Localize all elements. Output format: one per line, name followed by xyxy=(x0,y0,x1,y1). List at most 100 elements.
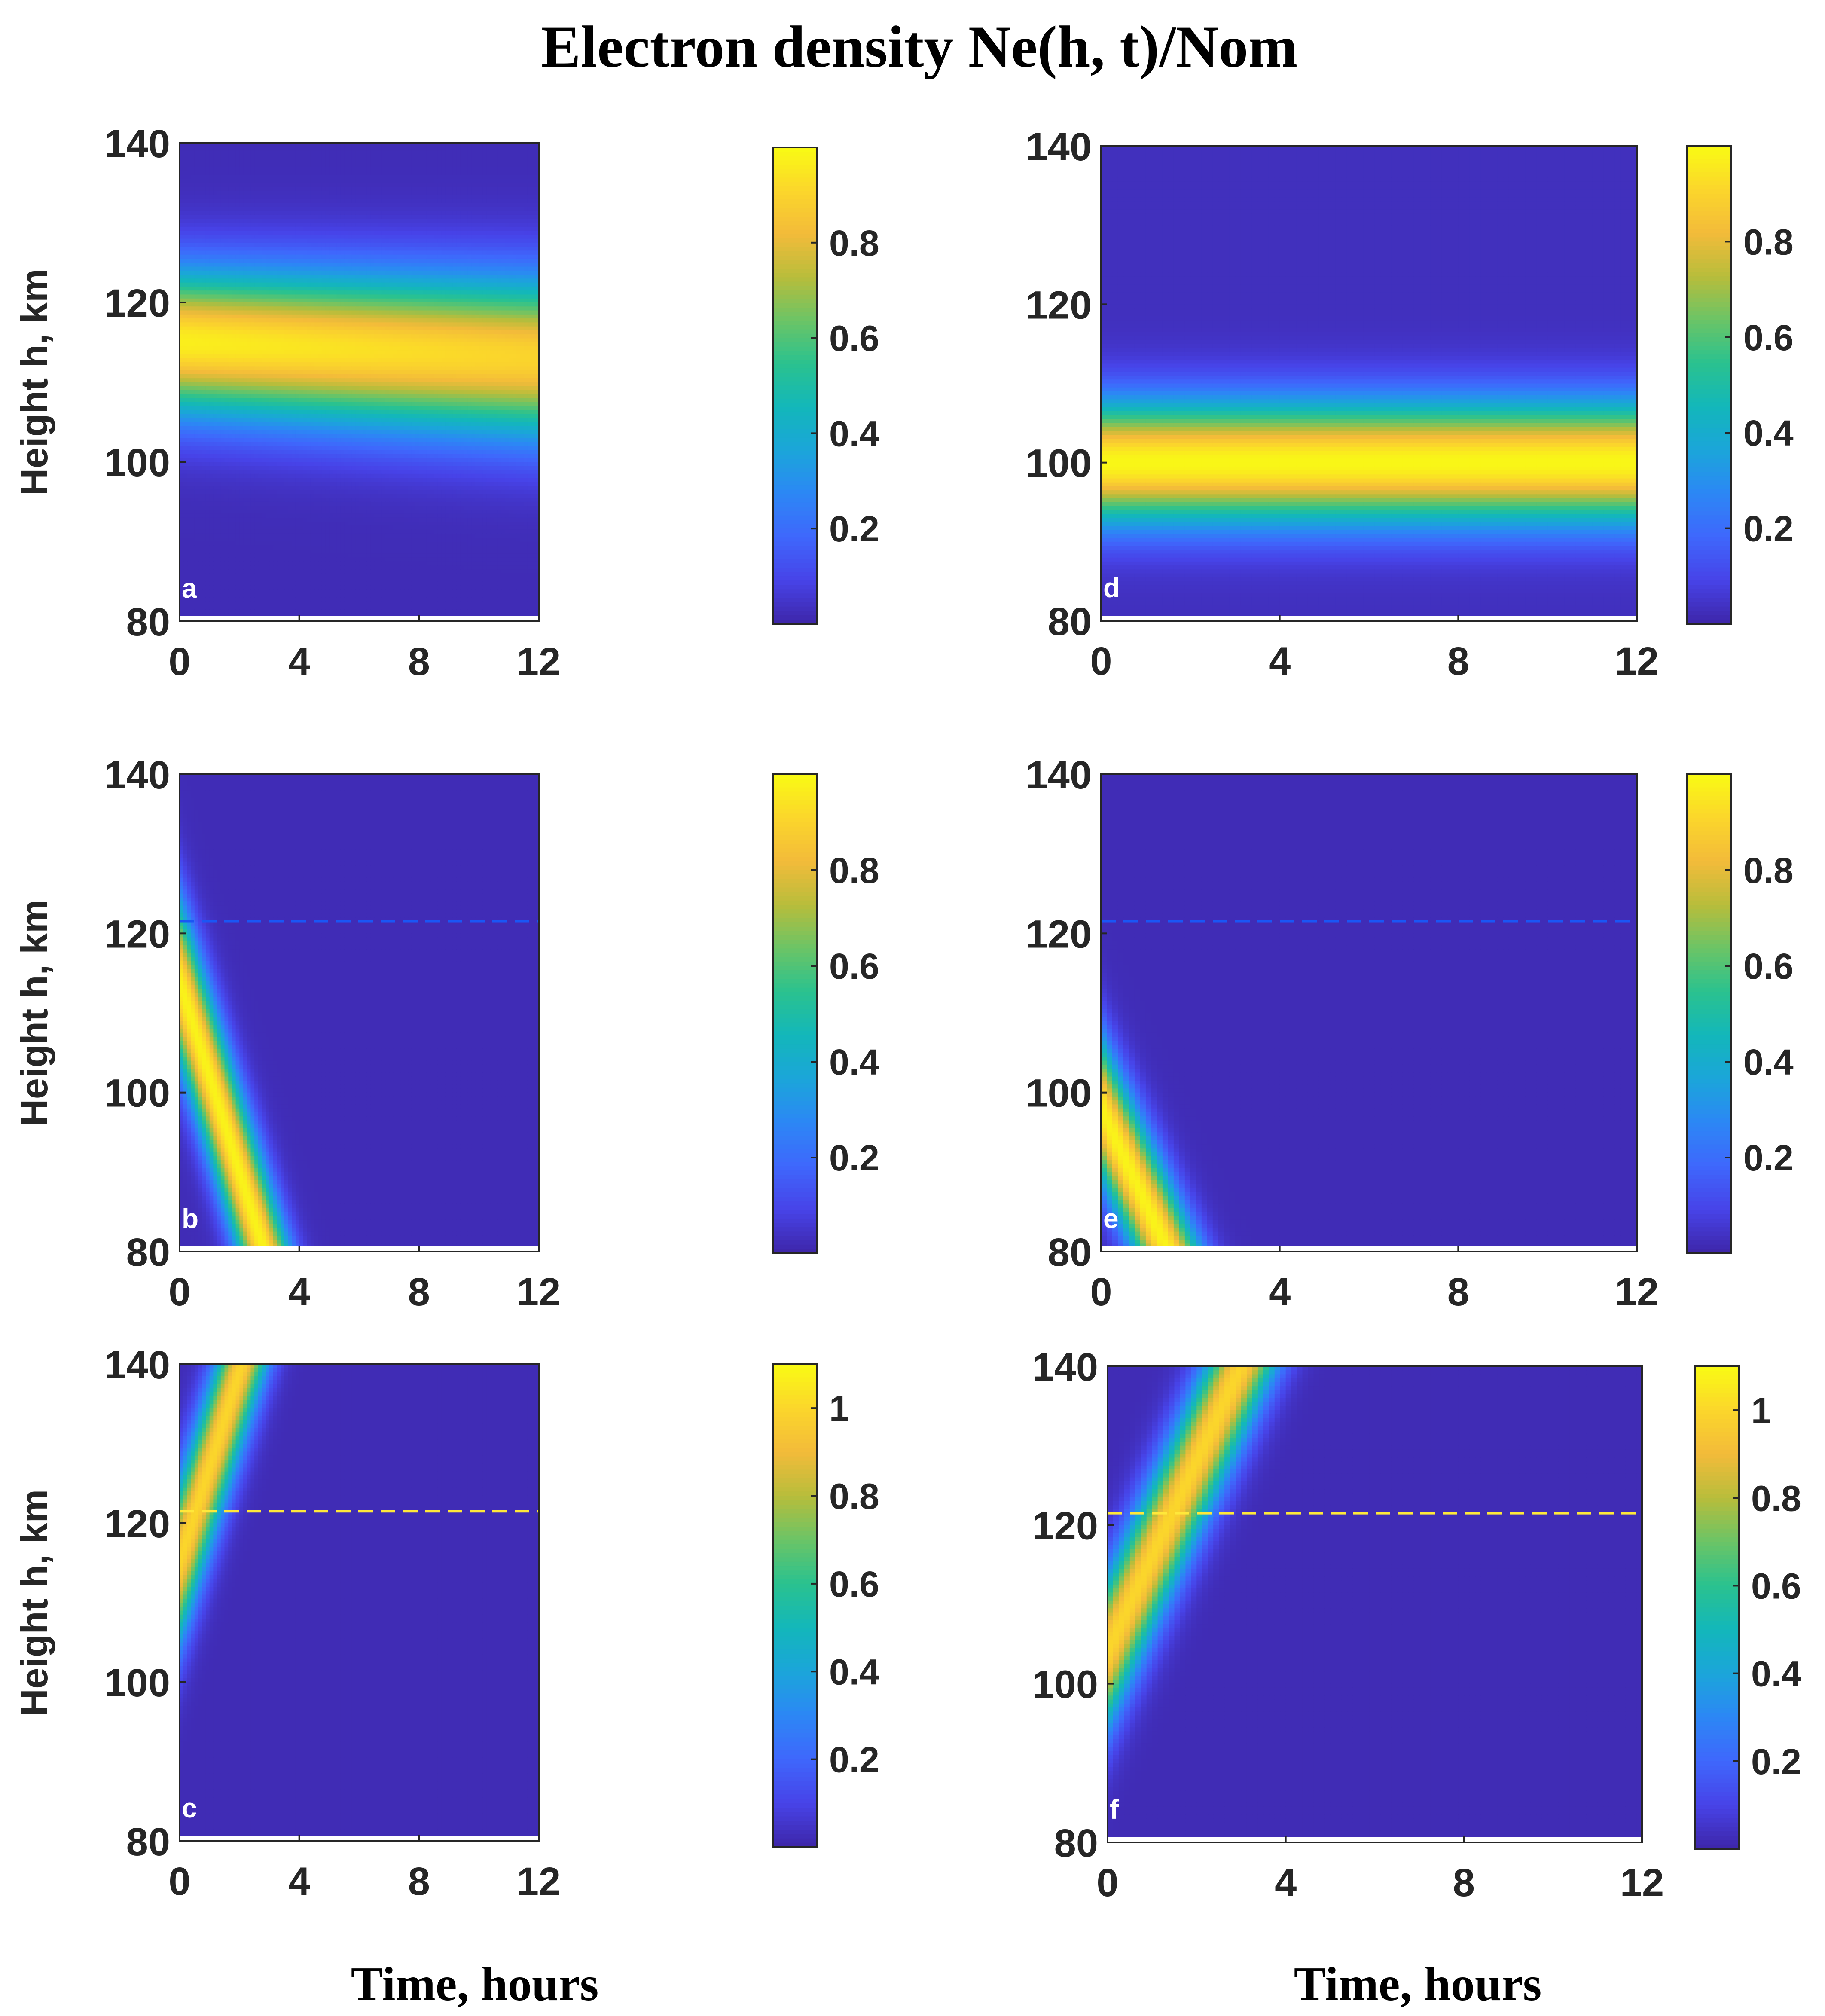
heatmap-cell xyxy=(250,327,255,331)
heatmap-cell xyxy=(217,322,221,327)
heatmap-cell xyxy=(206,231,210,235)
heatmap-cell xyxy=(490,330,494,335)
heatmap-cell xyxy=(412,215,416,219)
heatmap-cell xyxy=(191,278,195,283)
heatmap-cell xyxy=(501,278,506,283)
heatmap-cell xyxy=(415,159,420,163)
heatmap-cell xyxy=(528,151,532,156)
heatmap-cell xyxy=(385,318,390,323)
heatmap-cell xyxy=(352,315,356,319)
heatmap-cell xyxy=(385,155,390,159)
heatmap-cell xyxy=(374,342,378,347)
heatmap-cell xyxy=(434,250,438,255)
heatmap-cell xyxy=(497,167,502,171)
heatmap-cell xyxy=(202,271,206,275)
heatmap-cell xyxy=(303,283,307,287)
heatmap-cell xyxy=(464,167,468,171)
heatmap-cell xyxy=(329,147,333,151)
heatmap-cell xyxy=(314,346,319,351)
heatmap-cell xyxy=(468,283,472,287)
heatmap-cell xyxy=(415,255,420,259)
heatmap-cell xyxy=(456,275,461,279)
heatmap-cell xyxy=(404,231,409,235)
heatmap-cell xyxy=(236,327,240,331)
heatmap-cell xyxy=(434,163,438,167)
heatmap-cell xyxy=(393,287,397,291)
heatmap-cell xyxy=(225,167,229,171)
heatmap-cell xyxy=(442,302,446,307)
heatmap-cell xyxy=(513,171,517,175)
heatmap-cell xyxy=(202,306,206,311)
heatmap-cell xyxy=(486,294,491,299)
heatmap-cell xyxy=(393,183,397,187)
heatmap-cell xyxy=(434,306,438,311)
heatmap-cell xyxy=(213,179,217,183)
heatmap-cell xyxy=(381,294,386,299)
heatmap-cell xyxy=(191,179,195,183)
heatmap-cell xyxy=(202,338,206,342)
heatmap-cell xyxy=(333,227,337,231)
heatmap-cell xyxy=(329,155,333,159)
heatmap-cell xyxy=(393,207,397,211)
heatmap-cell xyxy=(501,267,506,271)
heatmap-cell xyxy=(393,239,397,243)
heatmap-cell xyxy=(397,255,401,259)
heatmap-cell xyxy=(206,342,210,347)
heatmap-cell xyxy=(217,275,221,279)
heatmap-cell xyxy=(314,315,319,319)
heatmap-cell xyxy=(505,315,510,319)
heatmap-cell xyxy=(363,263,367,267)
heatmap-cell xyxy=(359,315,363,319)
heatmap-cell xyxy=(528,203,532,207)
heatmap-cell xyxy=(366,163,371,167)
heatmap-cell xyxy=(524,338,528,342)
heatmap-cell xyxy=(195,271,199,275)
heatmap-cell xyxy=(258,315,262,319)
heatmap-cell xyxy=(501,327,506,331)
heatmap-cell xyxy=(400,287,405,291)
heatmap-cell xyxy=(366,235,371,239)
heatmap-cell xyxy=(460,318,464,323)
heatmap-cell xyxy=(374,318,378,323)
heatmap-cell xyxy=(505,271,510,275)
heatmap-cell xyxy=(288,306,293,311)
heatmap-cell xyxy=(479,306,483,311)
heatmap-cell xyxy=(191,263,195,267)
heatmap-cell xyxy=(198,155,203,159)
heatmap-cell xyxy=(497,207,502,211)
heatmap-cell xyxy=(442,315,446,319)
heatmap-cell xyxy=(520,327,524,331)
heatmap-cell xyxy=(299,287,304,291)
heatmap-cell xyxy=(397,271,401,275)
heatmap-cell xyxy=(442,330,446,335)
heatmap-cell xyxy=(269,294,274,299)
heatmap-cell xyxy=(494,302,498,307)
heatmap-cell xyxy=(471,207,476,211)
heatmap-cell xyxy=(419,346,423,351)
heatmap-cell xyxy=(471,171,476,175)
heatmap-cell xyxy=(524,275,528,279)
heatmap-cell xyxy=(318,322,322,327)
heatmap-cell xyxy=(239,287,244,291)
heatmap-cell xyxy=(314,275,319,279)
heatmap-cell xyxy=(322,219,326,223)
heatmap-cell xyxy=(397,203,401,207)
heatmap-cell xyxy=(423,315,427,319)
heatmap-cell xyxy=(348,155,352,159)
heatmap-cell xyxy=(195,219,199,223)
heatmap-cell xyxy=(239,346,244,351)
heatmap-cell xyxy=(228,179,232,183)
heatmap-cell xyxy=(355,271,360,275)
heatmap-cell xyxy=(355,330,360,335)
heatmap-cell xyxy=(449,147,453,151)
heatmap-cell xyxy=(370,271,375,275)
heatmap-cell xyxy=(516,267,521,271)
heatmap-cell xyxy=(225,294,229,299)
heatmap-cell xyxy=(288,267,293,271)
heatmap-cell xyxy=(486,215,491,219)
heatmap-cell xyxy=(460,330,464,335)
heatmap-cell xyxy=(509,306,513,311)
heatmap-cell xyxy=(385,330,390,335)
heatmap-cell xyxy=(509,235,513,239)
heatmap-cell xyxy=(423,346,427,351)
